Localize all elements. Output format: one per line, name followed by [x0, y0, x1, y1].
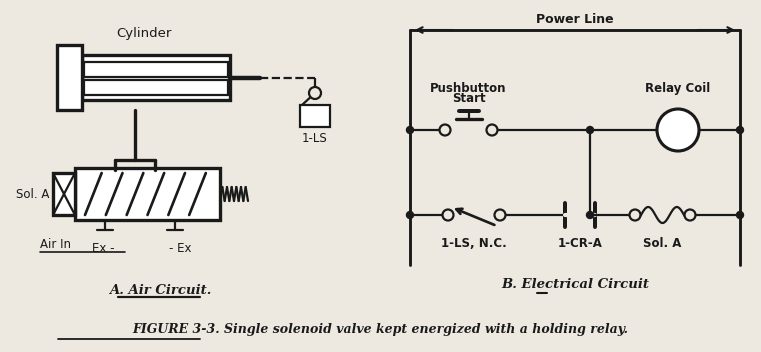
Circle shape: [406, 212, 413, 219]
Circle shape: [486, 125, 498, 136]
Text: - Ex: - Ex: [169, 242, 191, 255]
Circle shape: [495, 209, 505, 220]
Text: Relay Coil: Relay Coil: [645, 82, 711, 95]
Text: Sol. A: Sol. A: [643, 237, 682, 250]
Text: B. Electrical Circuit: B. Electrical Circuit: [501, 278, 649, 291]
Text: Pushbutton: Pushbutton: [430, 82, 507, 95]
Bar: [75, 168, 220, 220]
Text: Sol. A: Sol. A: [16, 188, 49, 201]
Text: 1-CR-A: 1-CR-A: [558, 237, 603, 250]
Bar: [300, 105, 330, 127]
Text: 1-LS, N.C.: 1-LS, N.C.: [441, 237, 507, 250]
Text: Power Line: Power Line: [537, 13, 614, 26]
Circle shape: [629, 209, 641, 220]
Circle shape: [684, 209, 696, 220]
Circle shape: [737, 126, 743, 133]
Bar: [82, 55, 230, 100]
Text: A. Air Circuit.: A. Air Circuit.: [109, 283, 212, 296]
Circle shape: [587, 126, 594, 133]
Circle shape: [442, 209, 454, 220]
Circle shape: [440, 125, 451, 136]
Bar: [84, 80, 228, 95]
Bar: [84, 62, 228, 77]
Bar: [53, 173, 75, 215]
Text: Start: Start: [452, 92, 486, 105]
Text: 1-LS: 1-LS: [302, 132, 328, 145]
Text: FIGURE 3-3. Single solenoid valve kept energized with a holding relay.: FIGURE 3-3. Single solenoid valve kept e…: [132, 323, 628, 337]
Circle shape: [587, 212, 594, 219]
Text: Cylinder: Cylinder: [116, 27, 171, 40]
Circle shape: [737, 212, 743, 219]
Text: Ex -: Ex -: [92, 242, 114, 255]
Text: 1-CR: 1-CR: [663, 125, 693, 138]
Bar: [57, 45, 82, 110]
Text: Air In: Air In: [40, 239, 71, 251]
Circle shape: [309, 87, 321, 99]
Circle shape: [657, 109, 699, 151]
Circle shape: [406, 126, 413, 133]
